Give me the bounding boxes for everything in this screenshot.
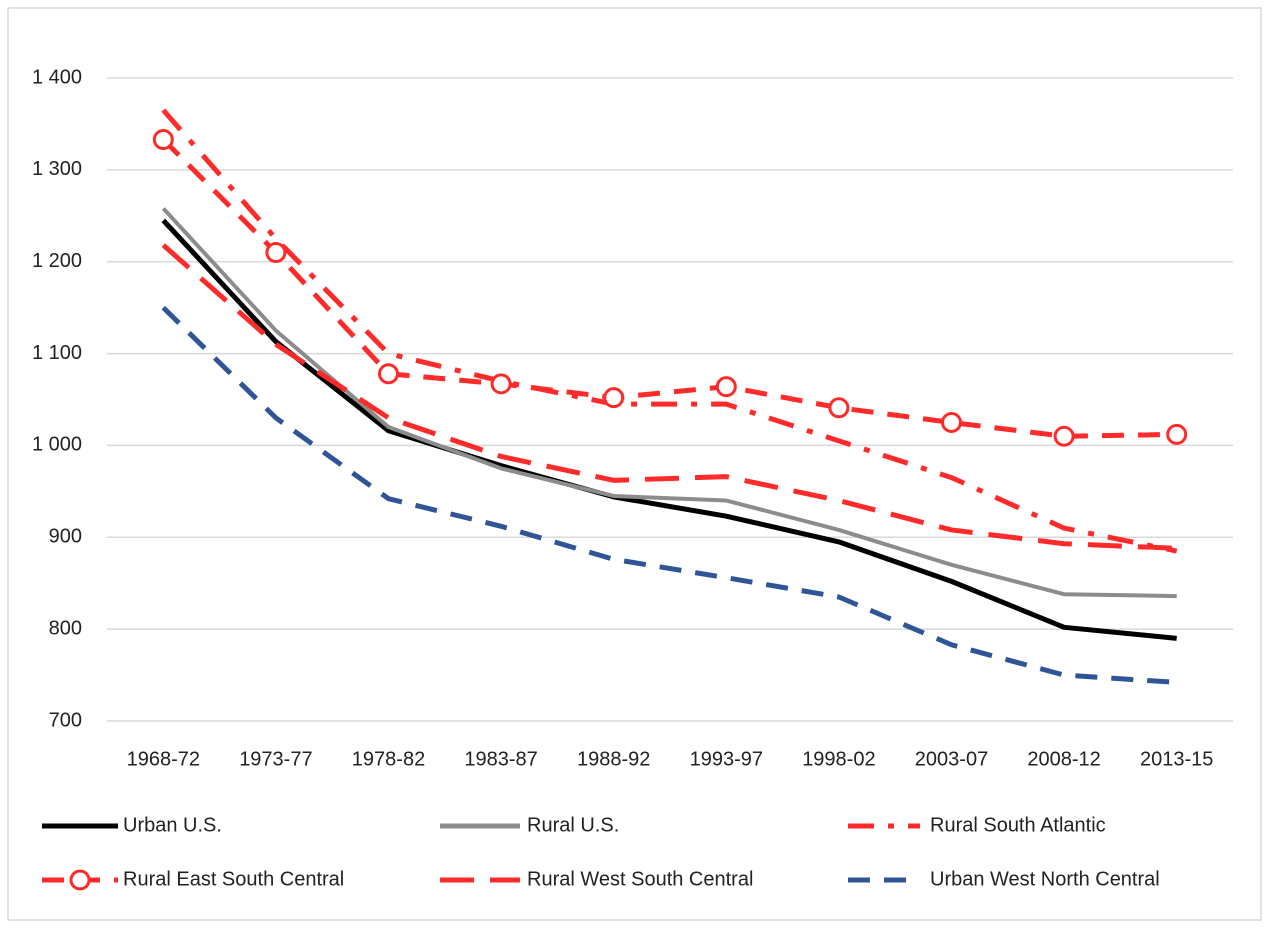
chart-frame: [7, 7, 1262, 921]
series-line: [161, 243, 1177, 551]
series-marker: [603, 387, 625, 409]
x-tick-label: 2008-12: [1027, 748, 1100, 770]
x-tick-label: 1978-82: [352, 748, 425, 770]
x-tick-label: 1968-72: [127, 748, 200, 770]
legend-label: Rural West South Central: [527, 868, 753, 890]
series-line: [161, 218, 1177, 641]
y-tick-label: 700: [49, 709, 82, 731]
series-line: [161, 137, 1177, 439]
series-marker: [715, 376, 737, 398]
x-tick-label: 1988-92: [577, 748, 650, 770]
legend-label: Rural U.S.: [527, 814, 619, 836]
series-marker: [490, 373, 512, 395]
y-tick-label: 1 200: [32, 250, 82, 272]
x-tick-label: 2003-07: [915, 748, 988, 770]
series-marker: [1053, 425, 1075, 447]
series-marker: [265, 242, 287, 264]
series-marker: [941, 411, 962, 433]
y-tick-label: 1 000: [32, 434, 82, 456]
legend-label: Rural South Atlantic: [930, 814, 1106, 836]
y-tick-label: 900: [49, 526, 82, 548]
y-tick-label: 1 300: [32, 158, 82, 180]
x-tick-label: 1983-87: [464, 748, 537, 770]
series-marker: [378, 363, 399, 385]
y-tick-label: 1 100: [32, 342, 82, 364]
x-tick-label: 2013-15: [1140, 748, 1213, 770]
series-marker: [828, 397, 850, 419]
series-line: [161, 305, 1177, 685]
legend-label: Urban West North Central: [930, 868, 1160, 890]
series-marker: [152, 129, 174, 151]
legend-label: Urban U.S.: [123, 814, 222, 836]
x-tick-label: 1993-97: [690, 748, 763, 770]
y-tick-label: 1 400: [32, 66, 82, 88]
series-marker: [1166, 423, 1188, 445]
legend-label: Rural East South Central: [123, 868, 344, 890]
series-line: [161, 108, 1178, 554]
legend-marker: [69, 869, 91, 891]
y-tick-label: 800: [49, 617, 82, 639]
x-tick-label: 1998-02: [802, 748, 875, 770]
x-tick-label: 1973-77: [239, 748, 312, 770]
